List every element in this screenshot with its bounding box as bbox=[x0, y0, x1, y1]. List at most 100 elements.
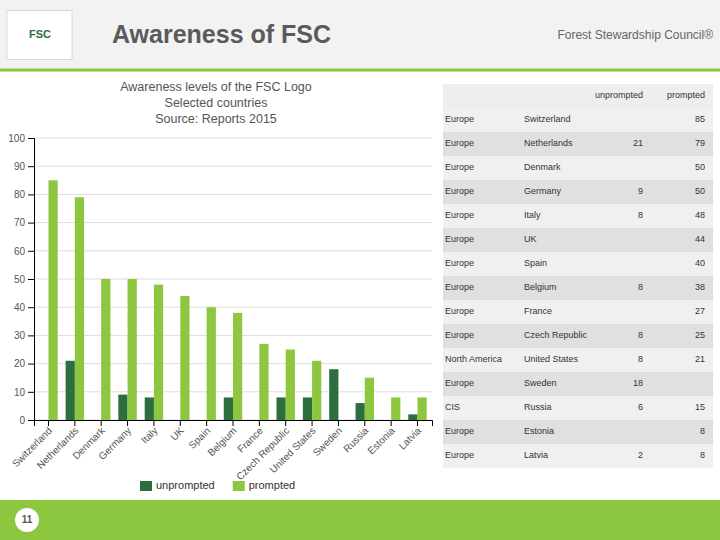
bar bbox=[207, 307, 216, 420]
organisation: Forest Stewardship Council® bbox=[557, 28, 713, 42]
table-country: Germany bbox=[524, 186, 562, 196]
table-value: 85 bbox=[695, 114, 705, 124]
y-tick-mark bbox=[28, 307, 34, 308]
table-region: Europe bbox=[445, 258, 474, 268]
grid-line bbox=[34, 250, 432, 251]
x-tick-mark bbox=[285, 420, 286, 426]
x-tick-mark bbox=[233, 420, 234, 426]
table-country: Russia bbox=[524, 402, 552, 412]
bar bbox=[259, 344, 268, 420]
y-tick-label: 60 bbox=[14, 246, 26, 257]
table-region: Europe bbox=[445, 450, 474, 460]
table-row bbox=[443, 396, 713, 420]
table-region: Europe bbox=[445, 282, 474, 292]
subtitle: Awareness levels of the FSC Logo bbox=[120, 80, 312, 94]
table-row bbox=[443, 180, 713, 204]
table-country: France bbox=[524, 306, 552, 316]
x-tick-mark bbox=[259, 420, 260, 426]
legend-label: unprompted bbox=[156, 479, 215, 491]
y-tick-label: 50 bbox=[14, 274, 26, 285]
x-tick: UK bbox=[168, 420, 186, 443]
table-header: prompted bbox=[667, 90, 705, 100]
bar bbox=[75, 197, 84, 420]
table-region: Europe bbox=[445, 114, 474, 124]
grid-line bbox=[34, 166, 432, 167]
y-tick: 20 bbox=[14, 358, 34, 369]
x-tick-mark bbox=[127, 420, 128, 426]
bar bbox=[224, 397, 233, 420]
table-region: Europe bbox=[445, 330, 474, 340]
logo-box bbox=[7, 11, 72, 60]
table-country: Switzerland bbox=[524, 114, 571, 124]
y-axis-line bbox=[28, 139, 35, 421]
y-tick-label: 90 bbox=[14, 161, 26, 172]
x-tick: Estonia bbox=[365, 420, 397, 456]
bar bbox=[180, 296, 189, 420]
x-tick-mark bbox=[74, 420, 75, 426]
x-tick: Netherlands bbox=[35, 420, 81, 471]
table-value: 2 bbox=[638, 450, 643, 460]
table-value: 40 bbox=[695, 258, 705, 268]
bar bbox=[391, 397, 400, 420]
table-region: Europe bbox=[445, 234, 474, 244]
table-value: 18 bbox=[633, 378, 643, 388]
table-header: unprompted bbox=[595, 90, 643, 100]
chart: FSCAwareness of FSCForest Stewardship Co… bbox=[0, 0, 720, 540]
table-value: 15 bbox=[695, 402, 705, 412]
x-tick-label: Germany bbox=[96, 425, 133, 462]
grid-line bbox=[34, 138, 432, 139]
table-country: Czech Republic bbox=[524, 330, 588, 340]
x-tick: United States bbox=[267, 420, 317, 475]
table-country: Italy bbox=[524, 210, 541, 220]
bar bbox=[101, 279, 110, 420]
table-value: 21 bbox=[695, 354, 705, 364]
y-tick-mark bbox=[28, 335, 34, 336]
table-country: Estonia bbox=[524, 426, 554, 436]
x-tick-mark bbox=[338, 420, 339, 426]
table-row bbox=[443, 348, 713, 372]
y-tick-label: 20 bbox=[14, 358, 26, 369]
x-tick: Belgium bbox=[205, 420, 238, 458]
table-region: Europe bbox=[445, 378, 474, 388]
y-tick-label: 100 bbox=[8, 133, 25, 144]
page-number: 11 bbox=[22, 514, 33, 525]
y-tick-mark bbox=[28, 138, 34, 139]
x-tick-mark bbox=[312, 420, 313, 426]
x-tick: Italy bbox=[139, 420, 160, 446]
table-value: 8 bbox=[638, 210, 643, 220]
bar bbox=[356, 403, 365, 420]
table-value: 25 bbox=[695, 330, 705, 340]
legend-label: prompted bbox=[249, 479, 295, 491]
table-value: 50 bbox=[695, 162, 705, 172]
grid bbox=[34, 138, 432, 420]
table-country: Latvia bbox=[524, 450, 548, 460]
page-circle bbox=[15, 508, 39, 532]
title: Awareness of FSC bbox=[112, 20, 331, 48]
table-row bbox=[443, 300, 713, 324]
table-country: Spain bbox=[524, 258, 547, 268]
y-tick-mark bbox=[28, 251, 34, 252]
bar bbox=[145, 397, 154, 420]
table-value: 8 bbox=[700, 450, 705, 460]
table-row bbox=[443, 132, 713, 156]
bars bbox=[48, 180, 426, 420]
table-row bbox=[443, 228, 713, 252]
y-tick-label: 70 bbox=[14, 217, 26, 228]
bar bbox=[418, 397, 427, 420]
table-value: 38 bbox=[695, 282, 705, 292]
table-row bbox=[443, 156, 713, 180]
y-tick-mark bbox=[28, 279, 34, 280]
y-tick-label: 40 bbox=[14, 302, 26, 313]
x-tick-mark bbox=[101, 420, 102, 426]
x-tick-label: Netherlands bbox=[35, 425, 81, 471]
plot: 0102030405060708090100SwitzerlandNetherl… bbox=[8, 133, 432, 483]
table-row bbox=[443, 444, 713, 468]
header-band bbox=[0, 0, 720, 70]
table-region: North America bbox=[445, 354, 502, 364]
x-tick-label: Latvia bbox=[397, 425, 424, 452]
table-country: Netherlands bbox=[524, 138, 573, 148]
grid-line bbox=[34, 307, 432, 308]
y-tick: 80 bbox=[14, 189, 34, 200]
table-region: Europe bbox=[445, 162, 474, 172]
bar bbox=[408, 414, 417, 420]
